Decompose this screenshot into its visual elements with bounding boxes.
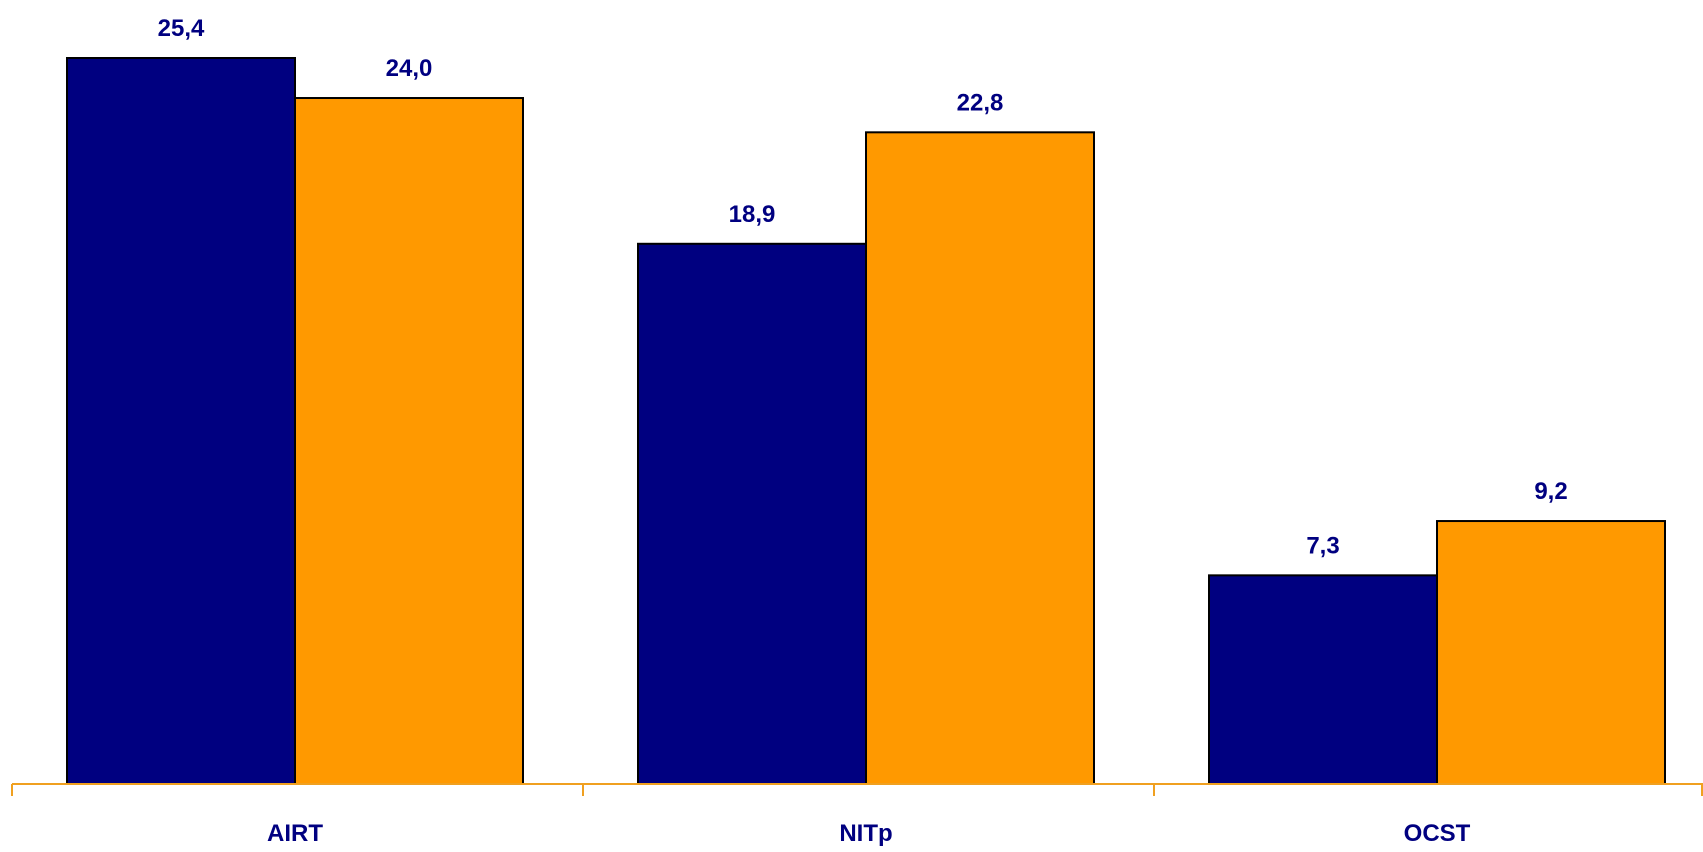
bar-ocst-series-2 xyxy=(1436,520,1666,785)
category-label-nitp: NITp xyxy=(839,820,892,847)
category-labels-layer: AIRT NITp OCST xyxy=(267,820,1471,847)
bars-layer xyxy=(66,57,1666,786)
data-labels-layer: 25,4 24,0 18,9 22,8 7,3 9,2 xyxy=(158,15,1568,559)
data-label-airt-series-2: 24,0 xyxy=(386,55,433,82)
bar-airt-series-2 xyxy=(294,97,524,785)
data-label-airt-series-1: 25,4 xyxy=(158,15,205,42)
x-axis xyxy=(11,783,1703,796)
data-label-ocst-series-1: 7,3 xyxy=(1306,532,1339,559)
bar-airt-series-1 xyxy=(66,57,296,785)
bar-ocst-series-1 xyxy=(1208,574,1438,785)
data-label-nitp-series-2: 22,8 xyxy=(957,89,1004,116)
category-label-ocst: OCST xyxy=(1404,820,1471,847)
data-label-nitp-series-1: 18,9 xyxy=(729,201,776,228)
data-label-ocst-series-2: 9,2 xyxy=(1534,478,1567,505)
category-label-airt: AIRT xyxy=(267,820,323,847)
bar-nitp-series-2 xyxy=(865,131,1095,786)
bar-nitp-series-1 xyxy=(637,242,867,785)
